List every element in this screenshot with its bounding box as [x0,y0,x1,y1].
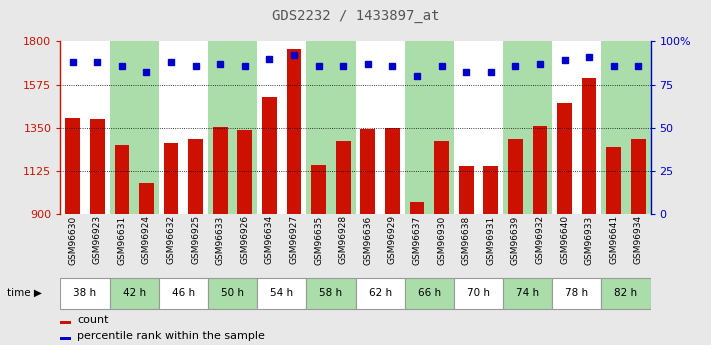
Bar [311,165,326,214]
Text: 50 h: 50 h [221,288,244,297]
Text: 82 h: 82 h [614,288,638,297]
Bar [188,139,203,214]
Bar [336,141,351,214]
Bar [533,126,547,214]
Bar [139,183,154,214]
Text: 42 h: 42 h [122,288,146,297]
Text: 46 h: 46 h [172,288,195,297]
Text: 62 h: 62 h [368,288,392,297]
Bar [405,278,454,309]
Text: 54 h: 54 h [270,288,294,297]
Bar [557,103,572,214]
Text: 38 h: 38 h [73,288,97,297]
Text: 78 h: 78 h [565,288,589,297]
Bar [306,278,356,309]
Bar [459,166,474,214]
Bar [257,278,306,309]
Bar [109,41,159,214]
Bar [237,130,252,214]
Bar [503,278,552,309]
Bar [60,41,109,214]
Bar [483,166,498,214]
Bar [164,143,178,214]
Bar [405,41,454,214]
Text: 74 h: 74 h [516,288,539,297]
Bar [60,278,109,309]
Bar [159,278,208,309]
Text: GDS2232 / 1433897_at: GDS2232 / 1433897_at [272,9,439,23]
Bar [65,118,80,214]
Bar [454,41,503,214]
Bar [602,41,651,214]
Bar [262,97,277,214]
Bar [60,321,71,324]
Text: 58 h: 58 h [319,288,343,297]
Bar [356,278,405,309]
Bar [360,129,375,214]
Bar [385,128,400,214]
Bar [287,49,301,214]
Bar [410,203,424,214]
Bar [503,41,552,214]
Text: 70 h: 70 h [467,288,490,297]
Bar [508,139,523,214]
Bar [582,78,597,214]
Text: time ▶: time ▶ [7,288,42,297]
Bar [454,278,503,309]
Bar [306,41,356,214]
Bar [606,147,621,214]
Bar [213,127,228,214]
Bar [602,278,651,309]
Bar [356,41,405,214]
Bar [60,337,71,340]
Text: percentile rank within the sample: percentile rank within the sample [77,331,264,341]
Bar [208,278,257,309]
Bar [109,278,159,309]
Bar [114,145,129,214]
Bar [159,41,208,214]
Bar [90,119,105,214]
Bar [552,278,602,309]
Bar [208,41,257,214]
Text: count: count [77,315,109,325]
Bar [257,41,306,214]
Bar [631,139,646,214]
Bar [552,41,602,214]
Text: 66 h: 66 h [417,288,441,297]
Bar [434,141,449,214]
